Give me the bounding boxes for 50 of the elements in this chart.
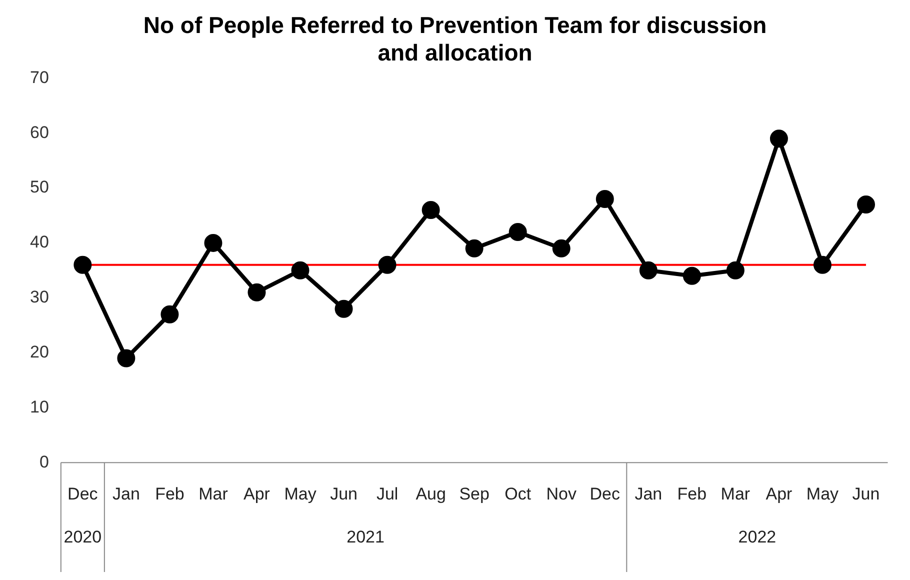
x-tick-label: Apr — [766, 484, 793, 504]
point — [160, 305, 179, 324]
x-tick-label: Jun — [852, 484, 880, 504]
point — [378, 256, 396, 274]
point — [813, 256, 832, 274]
x-tick-label: Jul — [376, 484, 398, 504]
point — [117, 349, 136, 368]
x-tick-label: Mar — [198, 484, 228, 504]
x-tick-label: Jan — [634, 484, 662, 504]
point — [204, 234, 222, 252]
x-tick-label: Sep — [459, 484, 490, 504]
y-tick-label: 60 — [30, 122, 49, 142]
point — [248, 283, 266, 302]
point — [770, 130, 788, 148]
point — [334, 300, 353, 318]
x-tick-label: Dec — [590, 484, 621, 504]
x-tick-label: Nov — [546, 484, 577, 504]
x-tick-label: May — [284, 484, 317, 504]
x-tick-label: May — [806, 484, 840, 504]
x-tick-label: Apr — [244, 484, 270, 504]
point — [508, 222, 527, 241]
text: 2021 — [346, 527, 384, 546]
point — [726, 261, 744, 280]
point — [74, 256, 92, 274]
text: 2020 — [64, 527, 102, 546]
point — [682, 266, 701, 285]
point — [422, 200, 440, 219]
point — [596, 190, 614, 208]
x-tick-label: Jan — [112, 484, 140, 504]
point — [857, 196, 876, 214]
y-tick-label: 30 — [30, 288, 49, 307]
x-tick-label: Aug — [416, 484, 446, 504]
x-tick-label: Dec — [68, 484, 98, 504]
x-tick-label: Feb — [677, 484, 707, 504]
point — [552, 239, 570, 258]
x-tick-label: Jun — [330, 484, 358, 504]
y-tick-label: 70 — [30, 68, 49, 87]
point — [639, 261, 658, 280]
x-tick-label: Feb — [155, 484, 184, 504]
chart-title: No of People Referred to Prevention Team for discussion and allocation — [143, 12, 767, 66]
y-tick-label: 40 — [30, 232, 49, 252]
y-tick-label: 20 — [30, 342, 49, 362]
point — [465, 239, 484, 258]
x-tick-label: Mar — [720, 484, 750, 504]
x-tick-label: Oct — [504, 484, 532, 504]
y-tick-label: 10 — [30, 397, 49, 416]
y-tick-label: 0 — [39, 452, 49, 472]
point — [291, 261, 310, 280]
text: 2022 — [738, 527, 776, 546]
y-tick-label: 50 — [30, 178, 49, 197]
